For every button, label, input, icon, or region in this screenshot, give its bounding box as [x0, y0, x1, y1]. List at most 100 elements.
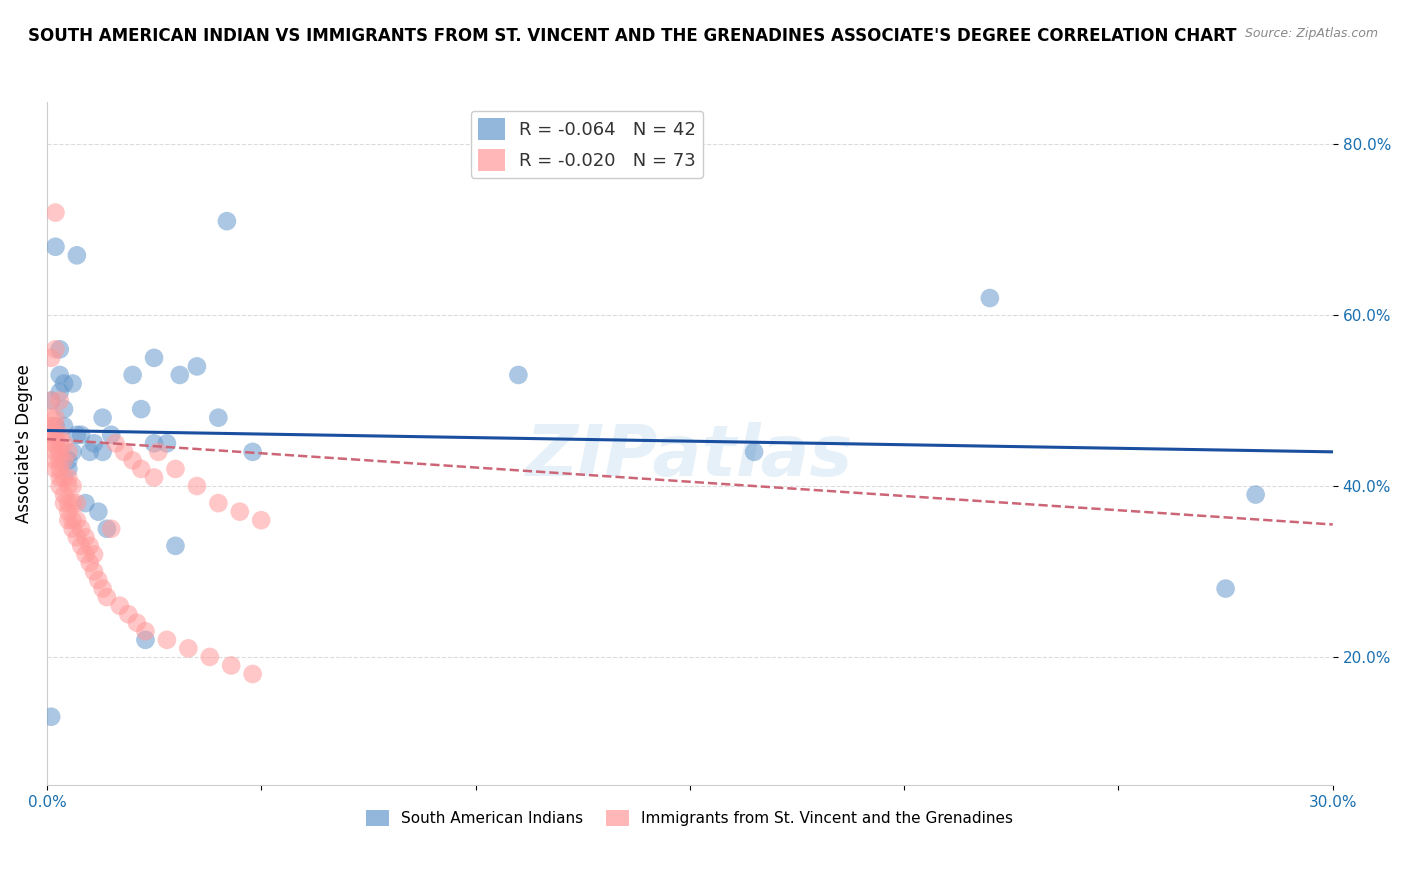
Point — [121, 368, 143, 382]
Point — [242, 445, 264, 459]
Point — [62, 376, 84, 391]
Point — [62, 522, 84, 536]
Point — [91, 410, 114, 425]
Point — [66, 530, 89, 544]
Point — [186, 479, 208, 493]
Y-axis label: Associate's Degree: Associate's Degree — [15, 364, 32, 523]
Point — [169, 368, 191, 382]
Point — [48, 368, 70, 382]
Point — [53, 436, 76, 450]
Point — [53, 496, 76, 510]
Point — [96, 522, 118, 536]
Point — [53, 376, 76, 391]
Point — [229, 505, 252, 519]
Point — [44, 436, 66, 450]
Point — [83, 548, 105, 562]
Point — [104, 436, 127, 450]
Point — [53, 487, 76, 501]
Point — [250, 513, 273, 527]
Point — [979, 291, 1001, 305]
Point — [62, 496, 84, 510]
Point — [53, 419, 76, 434]
Point — [39, 393, 62, 408]
Point — [53, 470, 76, 484]
Point — [75, 530, 97, 544]
Point — [66, 513, 89, 527]
Point — [198, 649, 221, 664]
Point — [1215, 582, 1237, 596]
Point — [58, 496, 80, 510]
Point — [44, 453, 66, 467]
Point — [44, 343, 66, 357]
Point — [62, 513, 84, 527]
Point — [39, 710, 62, 724]
Point — [129, 462, 152, 476]
Point — [53, 453, 76, 467]
Point — [58, 479, 80, 493]
Point — [87, 505, 110, 519]
Point — [62, 445, 84, 459]
Point — [75, 548, 97, 562]
Point — [165, 539, 187, 553]
Point — [66, 248, 89, 262]
Point — [66, 496, 89, 510]
Point — [39, 393, 62, 408]
Text: SOUTH AMERICAN INDIAN VS IMMIGRANTS FROM ST. VINCENT AND THE GRENADINES ASSOCIAT: SOUTH AMERICAN INDIAN VS IMMIGRANTS FROM… — [28, 27, 1237, 45]
Point — [91, 582, 114, 596]
Point — [143, 470, 166, 484]
Point — [44, 205, 66, 219]
Point — [75, 496, 97, 510]
Point — [207, 496, 229, 510]
Point — [508, 368, 530, 382]
Text: Source: ZipAtlas.com: Source: ZipAtlas.com — [1244, 27, 1378, 40]
Point — [39, 351, 62, 365]
Point — [39, 419, 62, 434]
Point — [44, 419, 66, 434]
Point — [62, 479, 84, 493]
Point — [58, 505, 80, 519]
Point — [44, 410, 66, 425]
Point — [83, 436, 105, 450]
Point — [48, 470, 70, 484]
Point — [70, 539, 93, 553]
Point — [58, 513, 80, 527]
Point — [48, 462, 70, 476]
Point — [44, 445, 66, 459]
Point — [143, 351, 166, 365]
Point — [48, 436, 70, 450]
Point — [742, 445, 765, 459]
Point — [134, 624, 156, 639]
Point — [39, 427, 62, 442]
Point — [121, 453, 143, 467]
Point — [44, 240, 66, 254]
Point — [70, 522, 93, 536]
Legend: South American Indians, Immigrants from St. Vincent and the Grenadines: South American Indians, Immigrants from … — [360, 804, 1019, 832]
Point — [156, 436, 179, 450]
Point — [83, 565, 105, 579]
Point — [58, 462, 80, 476]
Point — [48, 479, 70, 493]
Point — [79, 539, 101, 553]
Point — [156, 632, 179, 647]
Point — [58, 445, 80, 459]
Point — [134, 632, 156, 647]
Point — [58, 453, 80, 467]
Point — [87, 573, 110, 587]
Point — [112, 445, 135, 459]
Point — [165, 462, 187, 476]
Point — [108, 599, 131, 613]
Point — [58, 470, 80, 484]
Point — [66, 427, 89, 442]
Text: ZIPatlas: ZIPatlas — [526, 423, 853, 491]
Point — [148, 445, 170, 459]
Point — [96, 590, 118, 604]
Point — [100, 522, 122, 536]
Point — [143, 436, 166, 450]
Point — [79, 445, 101, 459]
Point — [48, 427, 70, 442]
Point — [48, 393, 70, 408]
Point — [177, 641, 200, 656]
Point — [242, 667, 264, 681]
Point — [91, 445, 114, 459]
Point — [70, 427, 93, 442]
